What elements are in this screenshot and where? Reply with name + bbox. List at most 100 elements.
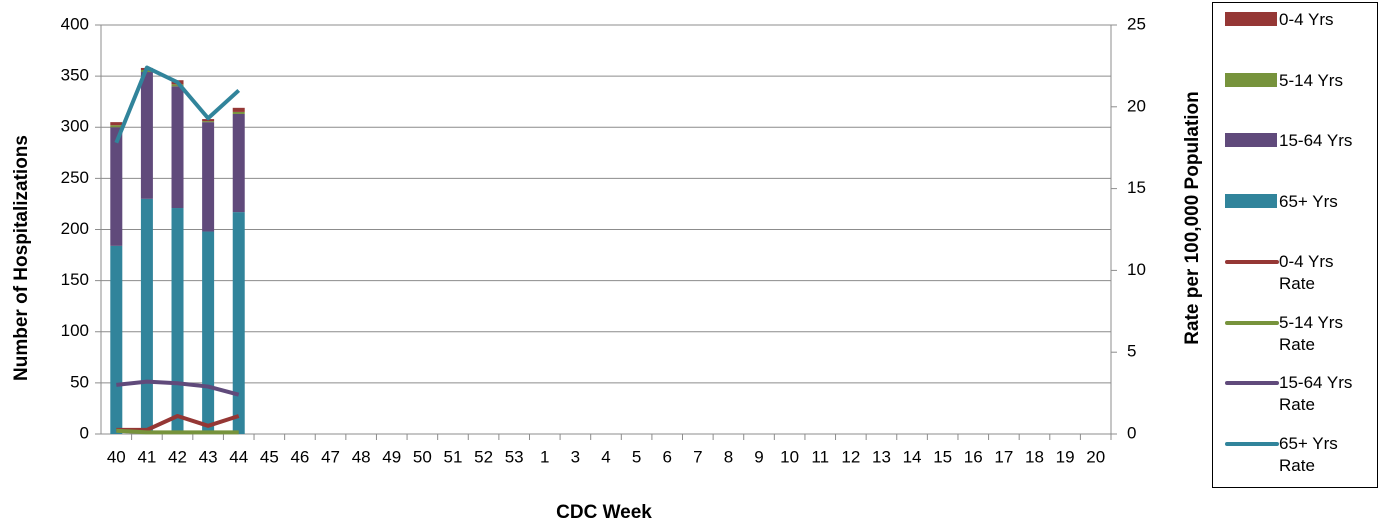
bar-segment [171, 208, 184, 434]
x-tick-label: 5 [632, 447, 641, 466]
x-tick-label: 3 [571, 447, 580, 466]
legend-swatch-bar [1225, 72, 1277, 87]
x-tick-label: 6 [662, 447, 671, 466]
x-tick-label: 42 [168, 447, 187, 466]
x-tick-label: 51 [444, 447, 463, 466]
legend-swatch [1225, 133, 1277, 147]
bar-segment [232, 113, 245, 213]
legend-item: 5-14 Yrs Rate [1225, 312, 1357, 356]
x-tick-label: 52 [474, 447, 493, 466]
x-tick-label: 53 [505, 447, 524, 466]
legend-swatch [1225, 320, 1279, 325]
y-tick-label: 350 [61, 66, 89, 85]
y-axis-title: Number of Hospitalizations [11, 135, 32, 381]
legend-label: 65+ Yrs [1279, 191, 1338, 211]
x-tick-label: 9 [754, 447, 763, 466]
legend-swatch [1225, 260, 1279, 264]
x-tick-label: 50 [413, 447, 432, 466]
y-tick-label: 250 [61, 168, 89, 187]
bar-segment [110, 122, 123, 126]
chart: Number of Hospitalizations Rate per 100,… [11, 14, 1203, 523]
rate-line [116, 379, 240, 397]
y-tick-label: 400 [61, 14, 89, 33]
x-tick-label: 16 [964, 447, 983, 466]
bar-segment [232, 107, 245, 112]
y-tick-label: 100 [61, 321, 89, 340]
x-tick-label: 43 [199, 447, 218, 466]
x-tick-label: 12 [841, 447, 860, 466]
legend-item: 5-14 Yrs [1225, 70, 1357, 92]
y-tick-label: 0 [80, 423, 89, 442]
x-tick-label: 19 [1056, 447, 1075, 466]
legend-item: 65+ Yrs Rate [1225, 433, 1357, 477]
x-tick-label: 49 [382, 447, 401, 466]
y-tick-label: 150 [61, 270, 89, 289]
x-tick-label: 41 [137, 447, 156, 466]
rate-line [114, 65, 241, 144]
legend-label: 15-64 Yrs Rate [1279, 373, 1353, 414]
bar-segment [110, 127, 123, 246]
x-tick-label: 4 [601, 447, 610, 466]
bar-segment [202, 231, 215, 434]
legend: 0-4 Yrs 5-14 Yrs 15-64 Yrs 65+ Yrs 0-4 Yrs R… [1212, 2, 1378, 488]
y2-tick-label: 10 [1127, 260, 1146, 279]
legend-swatch [1225, 441, 1279, 446]
x-tick-label: 40 [107, 447, 126, 466]
bar-segment [140, 198, 153, 434]
legend-swatch [1225, 381, 1279, 385]
y-tick-label: 300 [61, 117, 89, 136]
legend-item: 15-64 Yrs [1225, 130, 1357, 152]
x-axis-title: CDC Week [556, 502, 652, 523]
x-tick-label: 45 [260, 447, 279, 466]
legend-item: 65+ Yrs [1225, 191, 1357, 213]
x-tick-label: 7 [693, 447, 702, 466]
bar-segment [171, 86, 184, 209]
legend-swatch [1225, 12, 1277, 26]
x-tick-label: 46 [290, 447, 309, 466]
bar-segment [232, 111, 245, 114]
y-tick-label: 200 [61, 219, 89, 238]
y2-tick-label: 0 [1127, 423, 1136, 442]
bar-segment [202, 121, 215, 123]
legend-swatch [1225, 72, 1277, 87]
x-tick-label: 15 [933, 447, 952, 466]
bar-segment [202, 122, 215, 232]
legend-label: 65+ Yrs Rate [1279, 433, 1338, 475]
bar-segment [232, 212, 245, 434]
y2-tick-label: 5 [1127, 342, 1136, 361]
legend-label: 5-14 Yrs [1279, 70, 1343, 90]
rate-line [116, 428, 239, 435]
y2-tick-label: 20 [1127, 96, 1146, 115]
y2-tick-label: 15 [1127, 178, 1146, 197]
legend-swatch-bar [1225, 133, 1277, 147]
legend-swatch [1225, 193, 1277, 208]
x-tick-label: 11 [811, 447, 829, 466]
legend-item: 0-4 Yrs [1225, 9, 1357, 31]
y-tick-label: 50 [70, 372, 89, 391]
x-tick-label: 13 [872, 447, 891, 466]
legend-item: 0-4 Yrs Rate [1225, 251, 1357, 295]
x-tick-label: 1 [540, 447, 549, 466]
legend-swatch-bar [1225, 12, 1277, 26]
legend-label: 0-4 Yrs Rate [1279, 252, 1334, 293]
x-tick-label: 14 [903, 447, 922, 466]
x-tick-label: 10 [780, 447, 799, 466]
bar-segment [140, 72, 153, 199]
legend-label: 5-14 Yrs Rate [1279, 312, 1343, 354]
bar-segment [110, 125, 123, 128]
x-tick-label: 44 [229, 447, 248, 466]
x-tick-label: 17 [994, 447, 1013, 466]
x-tick-label: 47 [321, 447, 340, 466]
x-tick-label: 48 [352, 447, 371, 466]
y2-axis-title: Rate per 100,000 Population [1182, 91, 1203, 344]
x-tick-label: 18 [1025, 447, 1044, 466]
legend-item: 15-64 Yrs Rate [1225, 372, 1357, 416]
x-tick-label: 20 [1086, 447, 1105, 466]
y2-tick-label: 25 [1127, 14, 1146, 33]
legend-label: 15-64 Yrs [1279, 131, 1353, 150]
x-tick-label: 8 [724, 447, 733, 466]
legend-swatch-bar [1225, 193, 1277, 208]
legend-label: 0-4 Yrs [1279, 10, 1334, 29]
bar-segment [110, 245, 123, 434]
